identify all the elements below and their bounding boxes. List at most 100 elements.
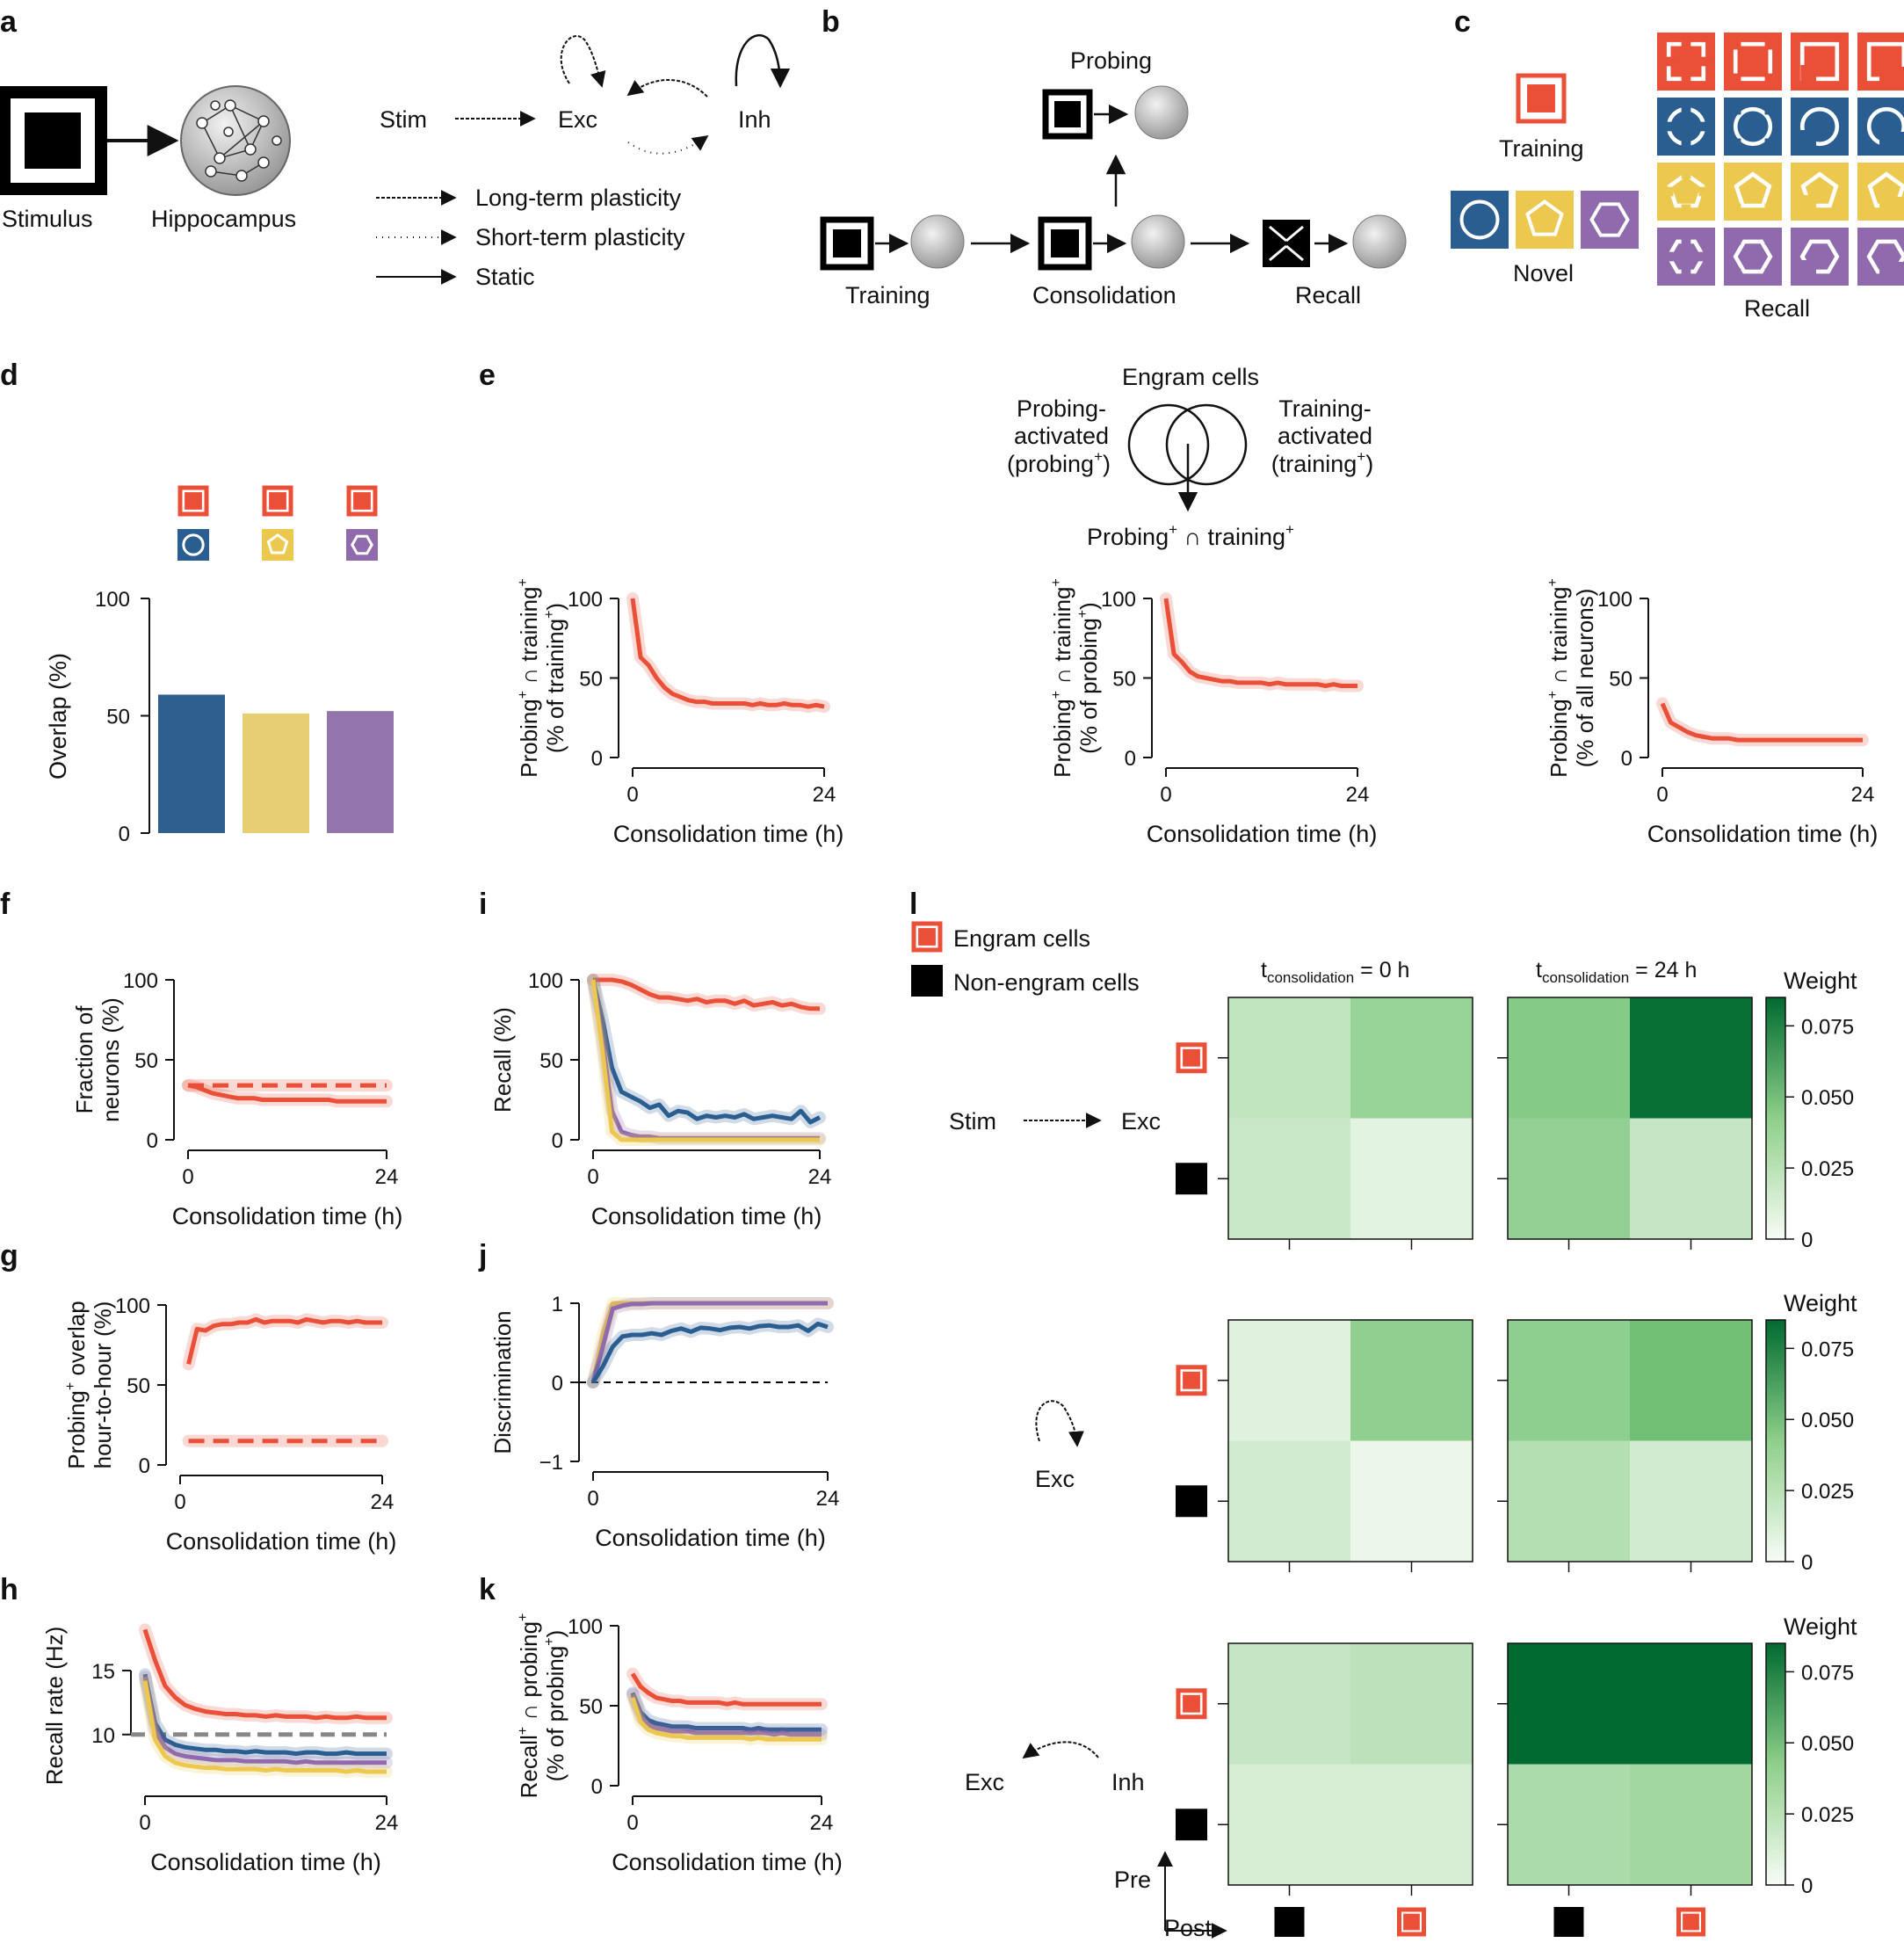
legend-non-engram-icon (911, 965, 943, 997)
e3-xlabel: Consolidation time (h) (1647, 821, 1879, 847)
d-ytick-0: 0 (119, 823, 130, 846)
heatmap-cell-r3-t0-00 (1228, 1643, 1351, 1765)
recall-purple-hexagon-variant-4-icon (1857, 228, 1904, 286)
e3-ylabel-0: Probing+ ∩ training+ (1546, 578, 1572, 778)
row2-engram-icon (1176, 1365, 1207, 1396)
heatmap-cell-r1-t0-01 (1350, 997, 1473, 1119)
col-header-t0: tconsolidation = 0 h (1261, 958, 1409, 986)
colorbar-weight-label-1: Weight (1784, 968, 1857, 994)
heatmap-cell-r1-t24-01 (1630, 997, 1753, 1119)
j-ytick-1: 0 (552, 1372, 563, 1396)
heatmap-row2-t24 (1497, 1319, 1753, 1572)
row3-non-engram-icon (1176, 1809, 1207, 1841)
j-series-blue-2 (590, 1321, 829, 1384)
f-ylabel-1: neurons (%) (98, 997, 124, 1122)
heatmap-cell-r1-t0-10 (1228, 1118, 1351, 1240)
engram-cells-title: Engram cells (1122, 364, 1259, 390)
heatmap-cell-r1-t0-00 (1228, 997, 1351, 1119)
heatmap-cell-r2-t24-00 (1508, 1320, 1631, 1441)
k-ytick-0: 0 (591, 1775, 603, 1799)
chart-e2: 0 50 100 0 24 Consolidation time (h) Probing+ … (1049, 578, 1377, 847)
k-xlabel: Consolidation time (h) (612, 1849, 843, 1875)
f-ylabel-0: Fraction of (71, 1005, 98, 1114)
k-series-red-0 (630, 1672, 822, 1707)
panel-letter-l: l (909, 888, 917, 921)
panel-letter-d: d (0, 359, 18, 392)
venn-left-2: activated (1014, 423, 1109, 449)
panel-letter-g: g (0, 1239, 18, 1272)
panel-letter-c: c (1454, 5, 1471, 39)
probing-label: Probing (1070, 47, 1152, 74)
heatmap-cell-r3-t24-01 (1630, 1643, 1753, 1765)
colorbar-1-tick-1: 0.050 (1801, 1086, 1854, 1110)
legend-static: Static (475, 264, 535, 290)
venn-training-circle (1165, 403, 1248, 486)
h-ytick-0: 10 (91, 1724, 115, 1748)
recall-yellow-pentagon-variant-4-icon (1857, 163, 1904, 221)
e2-ylabel-0: Probing+ ∩ training+ (1049, 578, 1075, 778)
g-ytick-1: 50 (127, 1374, 150, 1398)
heatmap-row2-t0 (1218, 1319, 1473, 1572)
d-ylabel: Overlap (%) (45, 653, 71, 779)
j-xlabel: Consolidation time (h) (595, 1525, 826, 1551)
row1-exc: Exc (1121, 1108, 1161, 1135)
heatmap-cell-r2-t0-00 (1228, 1320, 1351, 1441)
k-xtick-0: 0 (626, 1811, 638, 1835)
panel-letter-a: a (0, 5, 18, 39)
panel-letter-j: j (478, 1239, 487, 1272)
recall-blue-circle-variant-2-icon (1724, 98, 1782, 156)
e1-ylabel-0: Probing+ ∩ training+ (516, 578, 542, 778)
probing-stimulus-icon (1042, 89, 1093, 140)
k-ylabel-1: (% of probing+) (542, 1630, 568, 1782)
h-ytick-1: 15 (91, 1660, 115, 1684)
recall-red-square-variant-3-icon (1791, 33, 1849, 91)
chart-e1: 0 50 100 0 24 Consolidation time (h) Probing+ … (516, 578, 843, 847)
stimulus-label: Stimulus (2, 206, 93, 232)
j-series-yellow-0 (590, 1301, 828, 1383)
colorbar-1-tick-2: 0.025 (1801, 1157, 1854, 1181)
j-series-purple-1 (590, 1301, 828, 1383)
venn-probing-circle (1127, 403, 1210, 486)
recall-yellow-pentagon-variant-1-icon (1657, 163, 1715, 221)
i-series-red-0 (593, 977, 820, 1011)
heatmap-row1-t0 (1218, 997, 1473, 1250)
row1-engram-icon (1176, 1042, 1207, 1074)
e1-ylabel-1: (% of training+) (542, 603, 568, 753)
e1-xlabel: Consolidation time (h) (613, 821, 844, 847)
e3-xtick-0: 0 (1656, 783, 1668, 807)
e1-xtick-0: 0 (626, 783, 638, 807)
colorbar-1-tick-3: 0 (1801, 1229, 1813, 1252)
heatmap-cell-r2-t24-11 (1630, 1440, 1753, 1562)
i-series-blue-1 (590, 979, 822, 1125)
venn-right-2: activated (1278, 423, 1372, 449)
heatmap-cell-r3-t24-10 (1508, 1764, 1631, 1886)
colorbar-2 (1765, 1319, 1786, 1562)
h-series-blue-1 (142, 1673, 387, 1757)
panel-letter-i: i (479, 888, 487, 921)
f-xtick-0: 0 (182, 1165, 193, 1189)
post-non-engram-icon-1 (1274, 1907, 1305, 1937)
colorbar-3-tick-0: 0.075 (1801, 1661, 1854, 1685)
panel-a: Stimulus Hippocampus Stim Exc Inh Long-t… (0, 33, 791, 290)
heatmap-cell-r1-t0-11 (1350, 1118, 1473, 1240)
novel-blue-circle-icon (1451, 191, 1509, 249)
heatmap-row3-t24 (1497, 1642, 1753, 1896)
i-ytick-2: 100 (528, 969, 563, 993)
colorbar-weight-label-2: Weight (1784, 1290, 1857, 1316)
heatmap-cell-r2-t0-10 (1228, 1440, 1351, 1562)
k-ytick-2: 100 (568, 1615, 603, 1639)
g-ylabel-1: hour-to-hour (%) (90, 1301, 116, 1469)
e1-ytick-1: 50 (579, 668, 603, 692)
chart-f: 0 50 100 0 24 Consolidation time (h) Fraction … (71, 969, 402, 1229)
d-training-square-icon-3 (346, 485, 378, 517)
panel-letter-f: f (0, 888, 11, 921)
h-series-purple-2 (142, 1676, 387, 1765)
pre-label: Pre (1114, 1867, 1151, 1893)
g-ytick-2: 100 (115, 1294, 150, 1318)
chart-k: 0 50 100 0 24 Consolidation time (h) Recall+ ∩… (516, 1613, 843, 1875)
e1-ytick-0: 0 (591, 747, 603, 771)
d-yellow-pentagon-icon (262, 529, 293, 561)
d-bar-1 (158, 694, 225, 833)
post-label: Post (1164, 1915, 1213, 1941)
e3-series-red-0 (1660, 702, 1863, 743)
